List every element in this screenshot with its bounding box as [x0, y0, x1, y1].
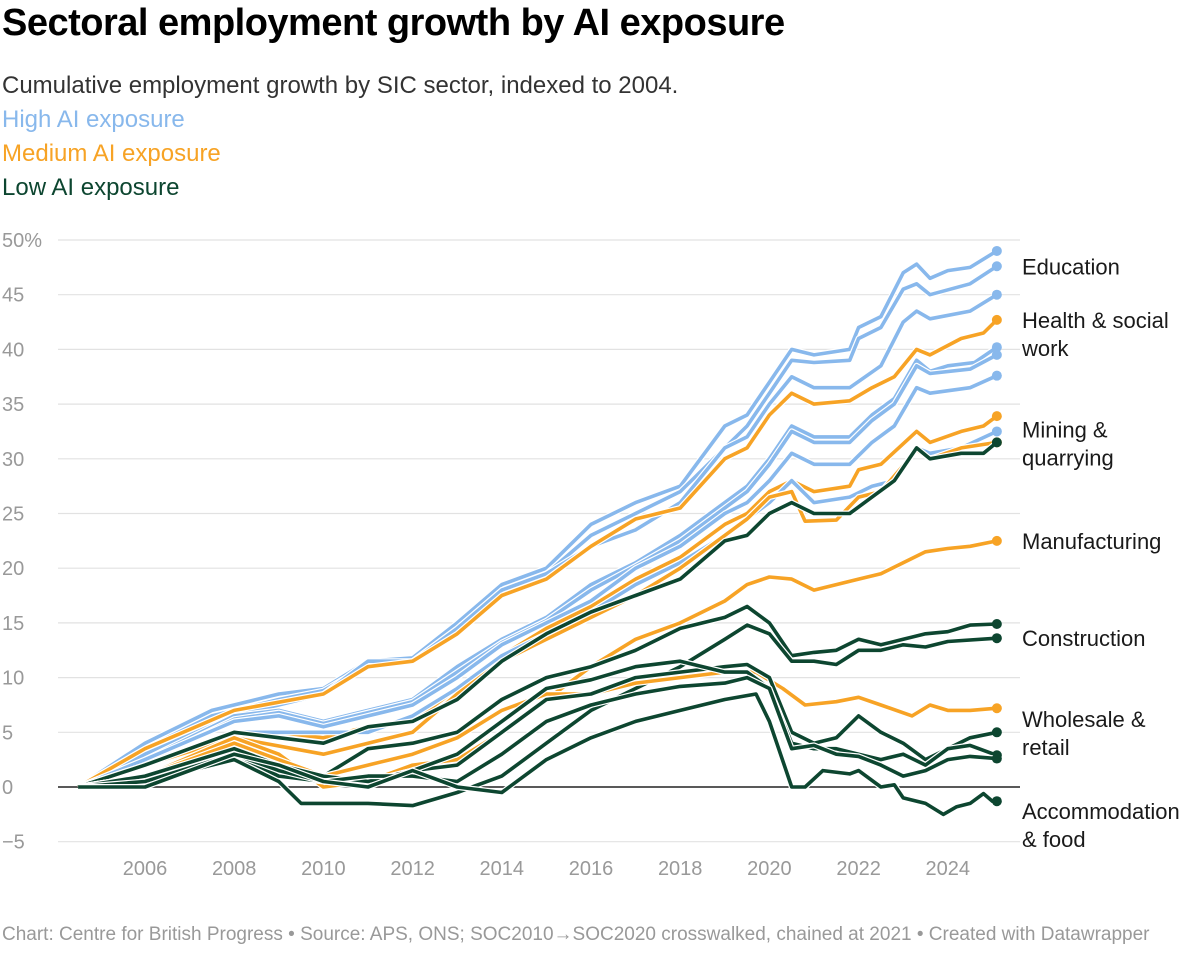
- y-tick-label: 5: [2, 722, 13, 744]
- series-end-dot: [991, 261, 1002, 272]
- chart-title: Sectoral employment growth by AI exposur…: [2, 2, 785, 44]
- legend-medium-ai: Medium AI exposure: [2, 140, 221, 167]
- y-tick-label: 30: [2, 449, 24, 471]
- x-tick-label: 2016: [569, 858, 614, 880]
- y-tick-label: 20: [2, 558, 24, 580]
- series-end-dot: [991, 703, 1002, 714]
- series-line-high: [77, 429, 998, 789]
- x-tick-label: 2024: [926, 858, 971, 880]
- x-tick-label: 2008: [212, 858, 257, 880]
- y-tick-label: −5: [2, 832, 25, 854]
- y-tick-label: 50%: [2, 230, 42, 252]
- series-end-dot: [991, 535, 1002, 546]
- series-line-low: [77, 659, 998, 789]
- series-line-high: [77, 374, 998, 789]
- series-line-high: [77, 353, 998, 789]
- end-label: Health & social: [1022, 308, 1169, 333]
- x-tick-label: 2010: [301, 858, 346, 880]
- legend-low-ai: Low AI exposure: [2, 174, 180, 201]
- end-label: Education: [1022, 254, 1120, 279]
- x-tick-label: 2014: [480, 858, 525, 880]
- end-label-line2: work: [1021, 336, 1069, 361]
- chart-subtitle: Cumulative employment growth by SIC sect…: [2, 72, 679, 99]
- y-tick-label: 15: [2, 613, 24, 635]
- series-end-dot: [991, 426, 1002, 437]
- end-label-line2: quarrying: [1022, 445, 1114, 470]
- legend-high-ai: High AI exposure: [2, 106, 185, 133]
- series-end-dot: [991, 370, 1002, 381]
- series-line-medium: [77, 670, 998, 789]
- series-end-dot: [991, 796, 1002, 807]
- series-line-low: [77, 441, 999, 789]
- chart-footer: Chart: Centre for British Progress • Sou…: [2, 924, 1150, 945]
- series-line-halo: [77, 439, 998, 790]
- end-label-line2: retail: [1022, 735, 1070, 760]
- y-tick-label: 10: [2, 668, 24, 690]
- x-tick-label: 2022: [836, 858, 881, 880]
- series-end-dot: [991, 633, 1002, 644]
- series-end-dot: [991, 618, 1002, 629]
- y-tick-label: 40: [2, 339, 24, 361]
- series-end-dot: [991, 342, 1002, 353]
- series-end-dot: [991, 437, 1002, 448]
- x-tick-label: 2018: [658, 858, 703, 880]
- x-tick-label: 2012: [390, 858, 435, 880]
- series-line-halo: [77, 428, 999, 790]
- series-end-dot: [991, 289, 1002, 300]
- end-label: Wholesale &: [1022, 707, 1146, 732]
- series-end-dot: [991, 727, 1002, 738]
- x-tick-label: 2006: [123, 858, 168, 880]
- series-line-medium: [77, 318, 999, 789]
- series-end-dot: [991, 245, 1002, 256]
- y-tick-label: 35: [2, 394, 24, 416]
- y-tick-label: 25: [2, 504, 24, 526]
- end-label: Accommodation: [1022, 799, 1180, 824]
- series-line-low: [78, 692, 997, 817]
- series-end-dot: [991, 349, 1002, 360]
- series-line-high: [77, 293, 998, 789]
- series-end-dot: [991, 314, 1002, 325]
- series-line-medium: [77, 539, 998, 789]
- series-line-low: [77, 623, 998, 808]
- x-tick-label: 2020: [747, 858, 792, 880]
- end-label-line2: & food: [1022, 827, 1086, 852]
- end-label: Mining &: [1022, 417, 1108, 442]
- y-tick-label: 0: [2, 777, 13, 799]
- end-label: Manufacturing: [1022, 529, 1161, 554]
- series-end-dot: [991, 753, 1002, 764]
- end-label: Construction: [1022, 626, 1146, 651]
- series-line-medium: [77, 414, 998, 789]
- series-end-dot: [991, 411, 1002, 422]
- y-tick-label: 45: [2, 285, 24, 307]
